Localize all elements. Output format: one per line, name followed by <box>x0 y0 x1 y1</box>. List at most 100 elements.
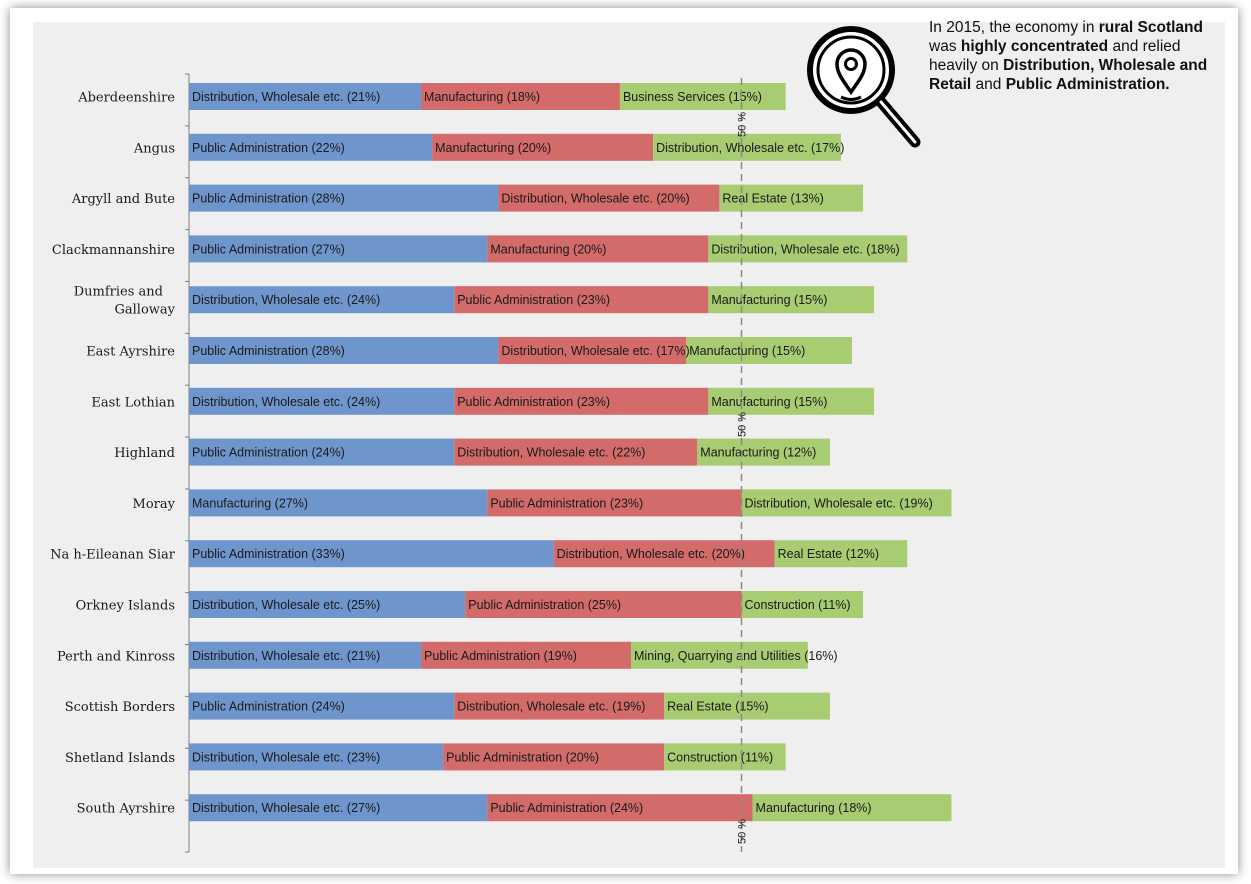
bar-data-label: Distribution, Wholesale etc. (19%) <box>745 496 933 510</box>
bar-segment <box>719 184 864 212</box>
bar-segment <box>487 235 709 263</box>
bar-data-label: Public Administration (22%) <box>192 141 345 155</box>
bar-data-label: Public Administration (23%) <box>490 496 643 510</box>
reference-line-label: 50 % <box>737 112 749 137</box>
callout-emphasis-4: Public Administration. <box>1005 76 1170 93</box>
callout-text-2: was <box>929 38 961 55</box>
bar-segment <box>487 794 753 822</box>
bar-data-label: Distribution, Wholesale etc. (22%) <box>457 446 645 460</box>
bar-segment <box>189 387 455 415</box>
callout-emphasis-1: rural Scotland <box>1098 19 1203 36</box>
bar-segment <box>421 641 631 669</box>
bar-data-label: Manufacturing (12%) <box>700 446 816 460</box>
bar-segment <box>465 591 742 618</box>
y-tick-label: Aberdeenshire <box>77 91 175 106</box>
bar-segment <box>741 591 864 618</box>
bar-data-label: Distribution, Wholesale etc. (27%) <box>192 801 380 815</box>
bar-segment <box>619 83 786 110</box>
bar-segment <box>741 489 952 517</box>
bar-segment <box>697 438 830 466</box>
bar-segment <box>189 133 433 161</box>
figure-frame: Aberdeenshire Distribution, Wholesale etc… <box>10 8 1238 874</box>
y-tick-label: Clackmannanshire <box>52 243 175 258</box>
bar-data-label: Public Administration (24%) <box>192 700 345 714</box>
bar-segment <box>454 286 709 314</box>
bar-segment <box>189 184 499 212</box>
bar-data-label: Public Administration (20%) <box>446 750 599 764</box>
y-tick-label-line: Dumfries and <box>74 285 163 300</box>
callout-emphasis-2: highly concentrated <box>960 38 1109 55</box>
bar-data-label: Distribution, Wholesale etc. (23%) <box>192 750 380 764</box>
bar-segment <box>498 184 720 212</box>
bar-data-label: Public Administration (23%) <box>457 395 610 409</box>
bar-segment <box>774 540 908 568</box>
magnifier-location-pin-icon <box>807 26 921 148</box>
bar-data-label: Distribution, Wholesale etc. (18%) <box>711 242 899 256</box>
bar-segment <box>653 133 841 161</box>
bar-segment <box>553 540 775 568</box>
bar-data-label: Real Estate (13%) <box>722 192 823 206</box>
bar-data-label: Manufacturing (15%) <box>711 293 827 307</box>
bar-data-label: Manufacturing (15%) <box>711 395 827 409</box>
bar-segment <box>498 337 687 364</box>
callout-text-4: and <box>971 76 1006 93</box>
bar-data-label: Manufacturing (18%) <box>424 90 540 104</box>
y-tick-label: South Ayrshire <box>77 802 176 817</box>
bar-segment <box>487 489 742 517</box>
bar-data-label: Distribution, Wholesale etc. (17%) <box>501 344 689 358</box>
bar-data-label: Mining, Quarrying and Utilities (16%) <box>634 649 838 663</box>
bar-data-label: Distribution, Wholesale etc. (21%) <box>192 649 380 663</box>
y-tick-label: East Ayrshire <box>86 345 175 360</box>
bar-data-label: Public Administration (28%) <box>192 192 345 206</box>
bar-segment <box>189 337 499 364</box>
bar-segment <box>752 794 952 822</box>
bar-data-label: Real Estate (12%) <box>778 547 879 561</box>
bar-data-label: Public Administration (19%) <box>424 649 577 663</box>
y-tick-label: Argyll and Bute <box>71 192 175 207</box>
bar-segment <box>189 286 455 314</box>
reference-line-label: 50 % <box>737 819 749 844</box>
bar-segment <box>189 489 488 517</box>
reference-line-label: 50 % <box>737 412 749 437</box>
bar-data-label: Business Services (15%) <box>623 90 762 104</box>
y-tick-label: Shetland Islands <box>65 751 175 766</box>
bar-segment <box>454 387 709 415</box>
bar-data-label: Construction (11%) <box>667 750 773 764</box>
callout-emphasis-3: Distribution, Wholesale and Retail <box>929 57 1208 93</box>
bar-data-label: Distribution, Wholesale etc. (21%) <box>192 90 380 104</box>
y-tick-label: Perth and Kinross <box>57 649 175 664</box>
summary-callout: In 2015, the economy in rural Scotland w… <box>929 18 1229 94</box>
y-tick-label: Orkney Islands <box>76 599 175 614</box>
bar-data-label: Distribution, Wholesale etc. (25%) <box>192 598 380 612</box>
y-tick-label: Angus <box>133 141 175 156</box>
y-tick-label: Moray <box>133 497 176 512</box>
bar-segment <box>189 743 444 771</box>
y-tick-label: Highland <box>114 446 175 461</box>
bar-data-label: Manufacturing (20%) <box>490 242 606 256</box>
bar-data-label: Distribution, Wholesale etc. (24%) <box>192 293 380 307</box>
y-tick-label: Na h-Eileanan Siar <box>50 548 176 563</box>
bar-data-label: Distribution, Wholesale etc. (24%) <box>192 395 380 409</box>
bar-segment <box>708 286 875 314</box>
bar-data-label: Manufacturing (15%) <box>689 344 805 358</box>
bar-data-label: Public Administration (27%) <box>192 242 345 256</box>
bar-segment <box>664 692 830 720</box>
y-tick-label: Scottish Borders <box>65 700 175 715</box>
bar-data-label: Distribution, Wholesale etc. (17%) <box>656 141 844 155</box>
bar-segment <box>432 133 654 161</box>
y-tick-label: Dumfries and Galloway <box>74 285 176 318</box>
bar-data-label: Distribution, Wholesale etc. (20%) <box>501 192 689 206</box>
bar-segment <box>664 743 786 771</box>
bar-segment <box>189 540 554 568</box>
bar-segment <box>454 438 698 466</box>
stacked-bar-chart: Aberdeenshire Distribution, Wholesale etc… <box>50 73 952 853</box>
callout-text-1: In 2015, the economy in <box>929 19 1099 36</box>
bar-segment <box>189 438 455 466</box>
bar-data-label: Public Administration (28%) <box>192 344 345 358</box>
bar-segment <box>189 591 466 618</box>
bar-data-label: Distribution, Wholesale etc. (19%) <box>457 700 645 714</box>
y-tick-label-line: Galloway <box>115 303 176 318</box>
bar-data-label: Public Administration (24%) <box>490 801 643 815</box>
bar-segment <box>443 743 665 771</box>
bar-data-label: Public Administration (24%) <box>192 446 345 460</box>
